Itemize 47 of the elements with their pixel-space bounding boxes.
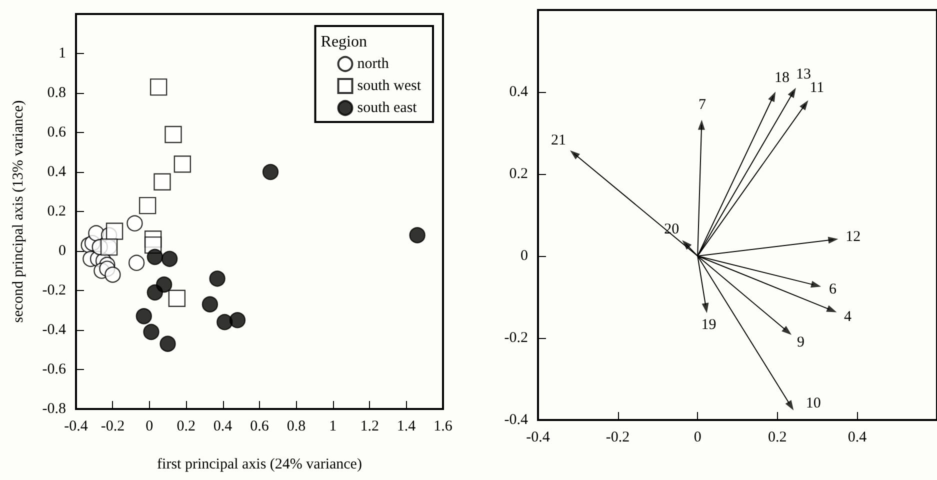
x-tick-label: 0: [146, 418, 154, 434]
y-tick-label: 0.2: [509, 166, 528, 182]
annotation: 11: [810, 80, 824, 96]
annotation: 12: [846, 229, 861, 246]
y-tick-label: -0.2: [42, 282, 66, 298]
x-tick-label: 0.4: [848, 430, 868, 446]
x-tick-label: 0.6: [250, 418, 270, 434]
y-tick-label: 0: [58, 243, 66, 259]
x-tick-label: 1.4: [396, 418, 416, 434]
annotation: 7: [698, 96, 706, 113]
x-tick-label: 0.2: [768, 430, 787, 446]
y-tick-label: -0.8: [42, 401, 66, 417]
annotation: 18: [774, 70, 790, 86]
annotation: 4: [844, 308, 852, 325]
annotation: 21: [551, 132, 566, 149]
annotation: 20: [664, 221, 680, 238]
legend-label: north: [357, 56, 390, 72]
x-tick-label: 1.2: [360, 418, 379, 434]
legend-label: south west: [357, 78, 422, 94]
x-tick-label: 0: [694, 430, 702, 446]
x-tick-label: 0.2: [176, 418, 196, 434]
annotation: 10: [806, 396, 821, 412]
annotation: 13: [796, 66, 811, 83]
x-tick-label: 0.8: [286, 418, 306, 434]
annotation: 6: [828, 282, 837, 298]
y-tick-label: -0.2: [504, 330, 528, 346]
x-tick-label: -0.2: [606, 430, 630, 446]
y-tick-label: 0.2: [47, 204, 66, 220]
y-tick-label: 0.6: [47, 124, 66, 140]
y-axis-title: second principal axis (13% variance): [10, 100, 26, 323]
annotation: 19: [701, 316, 716, 333]
y-tick-label: -0.6: [42, 362, 66, 378]
y-tick-label: 1: [58, 46, 66, 62]
x-axis-title: first principal axis (24% variance): [157, 456, 362, 472]
y-tick-label: 0.8: [47, 85, 66, 101]
legend-label: south east: [357, 100, 418, 116]
y-tick-label: -0.4: [42, 322, 66, 338]
y-tick-label: 0.4: [509, 84, 528, 100]
x-tick-label: 1: [329, 418, 337, 434]
x-tick-label: -0.2: [100, 418, 125, 434]
y-tick-label: 0.4: [47, 164, 66, 180]
x-tick-label: 1.6: [434, 418, 453, 434]
legend-title: Region: [320, 34, 367, 50]
annotation: 9: [796, 334, 804, 351]
x-tick-label: -0.4: [526, 430, 550, 446]
y-tick-label: 0: [520, 248, 528, 264]
x-tick-label: 0.4: [213, 418, 233, 434]
